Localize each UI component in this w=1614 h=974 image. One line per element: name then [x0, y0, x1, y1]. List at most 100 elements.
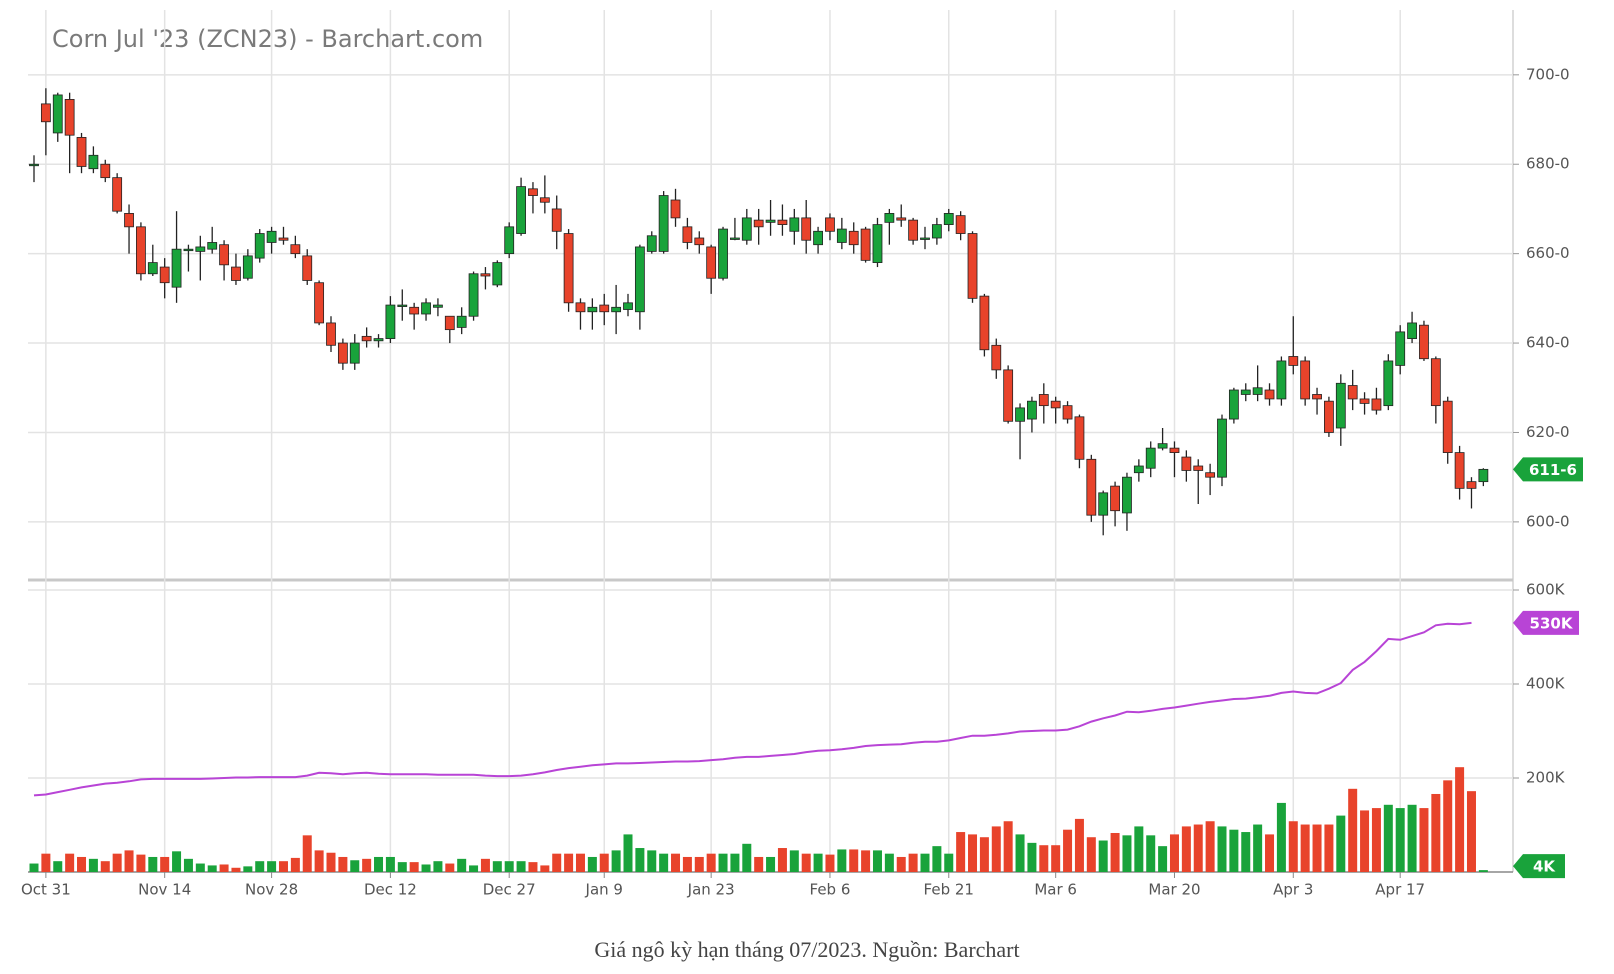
volume-bar	[1015, 834, 1025, 872]
candle-body	[64, 99, 75, 136]
volume-bar	[1086, 837, 1096, 872]
price-badge: 611-6	[1529, 461, 1577, 479]
volume-bar	[1074, 818, 1084, 872]
volume-bar	[1193, 824, 1203, 872]
oi-badge: 530K	[1530, 614, 1574, 632]
candle-body	[670, 199, 681, 219]
candle-body	[1276, 360, 1287, 400]
volume-bar	[100, 861, 110, 872]
oi-badge-bg	[1513, 610, 1579, 635]
volume-bar	[872, 850, 882, 872]
volume-bar	[433, 861, 443, 872]
candle-body	[1074, 416, 1085, 460]
volume-bar	[1360, 810, 1370, 872]
volume-bar	[706, 853, 716, 872]
candle-body	[1478, 468, 1489, 483]
volume-bar	[861, 850, 871, 872]
candle-body	[373, 338, 384, 342]
volume-bar	[195, 863, 205, 872]
candle-body	[242, 255, 253, 279]
x-tick-label: Dec 12	[364, 881, 417, 899]
candle-body	[397, 304, 408, 307]
candle-body	[136, 226, 146, 275]
candle-body	[147, 262, 158, 275]
volume-bar	[469, 865, 479, 872]
candle-body	[1015, 407, 1025, 422]
candle-body	[195, 246, 206, 252]
volume-bar	[77, 856, 87, 872]
candle-body	[718, 228, 728, 279]
candle-body	[171, 248, 182, 288]
volume-bar	[302, 835, 312, 872]
candle-body	[1062, 405, 1073, 420]
volume-bar	[1217, 826, 1227, 872]
x-tick-label: Nov 14	[138, 881, 191, 899]
volume-bar	[124, 850, 134, 872]
candle-body	[587, 306, 598, 313]
candle-body	[124, 213, 134, 228]
volume-bar	[1336, 815, 1346, 872]
candle-body	[1419, 324, 1429, 360]
volume-bar	[956, 832, 966, 872]
candle-body	[361, 335, 372, 342]
volume-bar	[944, 853, 954, 872]
volume-bar	[445, 863, 455, 872]
volume-bar	[1312, 824, 1322, 872]
x-tick-label: Dec 27	[483, 881, 536, 899]
candle-body	[1110, 485, 1120, 512]
candle-body	[1359, 398, 1370, 404]
candle-body	[183, 248, 194, 252]
candle-body	[943, 213, 954, 225]
candle-body	[836, 228, 847, 243]
y-tick-label: 200K	[1526, 769, 1566, 787]
candle-body	[421, 302, 431, 315]
volume-bar	[599, 853, 609, 872]
candle-body	[480, 273, 491, 277]
volume-bar	[1324, 824, 1334, 872]
volume-bar	[290, 857, 300, 872]
volume-bar	[314, 850, 324, 872]
x-tick-label: Nov 28	[245, 881, 298, 899]
candle-body	[219, 244, 229, 266]
volume-bar	[671, 853, 681, 872]
volume-bar	[1229, 829, 1239, 872]
candle-body	[1050, 400, 1061, 409]
x-tick-label: Oct 31	[21, 881, 71, 899]
volume-bar	[920, 853, 930, 872]
volume-bar	[1063, 829, 1073, 872]
candle-body	[278, 237, 289, 241]
volume-bar	[88, 858, 98, 872]
candle-body	[492, 262, 503, 286]
volume-bar	[1051, 845, 1061, 872]
candle-body	[1181, 456, 1192, 471]
volume-bar	[207, 865, 217, 872]
candle-body	[920, 237, 930, 240]
volume-bar	[991, 826, 1001, 872]
volume-bar	[243, 866, 253, 872]
candle-body	[159, 266, 170, 284]
candle-body	[1003, 369, 1014, 422]
volume-bar	[564, 853, 574, 872]
candle-body	[634, 246, 645, 313]
candle-body	[1086, 458, 1097, 516]
volume-bar	[267, 861, 277, 872]
volume-bar	[896, 856, 906, 872]
volume-bar	[1455, 767, 1465, 872]
volume-bar	[421, 864, 431, 872]
volume-bar	[1288, 821, 1298, 872]
volume-bar	[1419, 808, 1429, 872]
candle-body	[1407, 322, 1417, 339]
y-tick-label: 600K	[1526, 581, 1566, 599]
volume-bar	[65, 853, 75, 872]
candle-body	[682, 226, 693, 243]
volume-bar	[884, 853, 894, 872]
candle-body	[741, 217, 752, 241]
candle-body	[100, 163, 111, 179]
x-tick-label: Mar 20	[1148, 881, 1200, 899]
candle-body	[563, 233, 574, 304]
volume-bar	[825, 854, 835, 872]
volume-bar	[231, 867, 241, 872]
volume-bar	[1158, 846, 1168, 872]
candle-body	[1312, 394, 1322, 400]
candle-body	[646, 235, 657, 252]
